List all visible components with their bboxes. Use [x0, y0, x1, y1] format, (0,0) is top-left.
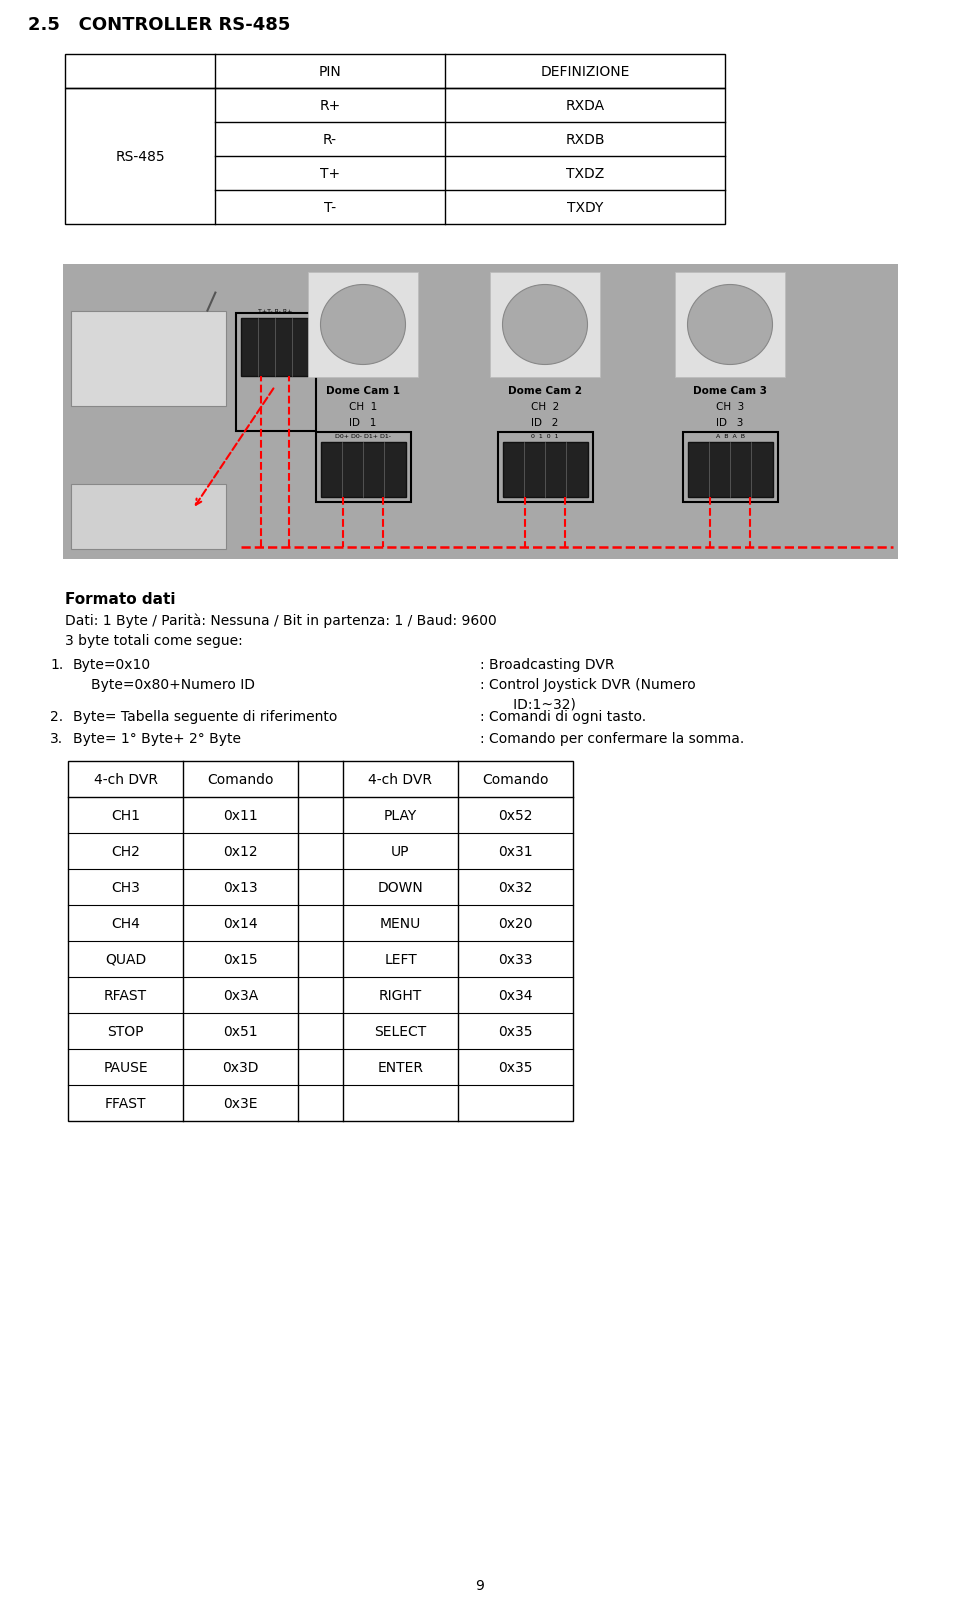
Text: ID   1: ID 1: [349, 418, 376, 427]
Text: Dome Cam 2: Dome Cam 2: [508, 386, 582, 395]
Text: T+: T+: [320, 167, 340, 182]
Ellipse shape: [687, 286, 773, 365]
Text: STOP: STOP: [108, 1024, 144, 1038]
Text: 2.5   CONTROLLER RS-485: 2.5 CONTROLLER RS-485: [28, 16, 290, 34]
Text: ID:1~32): ID:1~32): [500, 697, 576, 712]
Text: 0x35: 0x35: [498, 1024, 533, 1038]
Bar: [241, 318, 309, 378]
Text: 0x32: 0x32: [498, 881, 533, 895]
Text: CH  1: CH 1: [348, 402, 377, 411]
Text: TXDZ: TXDZ: [565, 167, 604, 182]
Text: 0x3D: 0x3D: [223, 1061, 259, 1075]
Text: RXDA: RXDA: [565, 100, 605, 112]
Text: RXDB: RXDB: [565, 133, 605, 146]
Text: DOWN: DOWN: [377, 881, 423, 895]
Text: RIGHT: RIGHT: [379, 988, 422, 1003]
Bar: [321, 442, 405, 498]
Text: R-: R-: [323, 133, 337, 146]
Text: 0x20: 0x20: [498, 916, 533, 930]
Text: MENU: MENU: [380, 916, 421, 930]
Text: PAUSE: PAUSE: [103, 1061, 148, 1075]
Text: R+: R+: [320, 100, 341, 112]
Bar: [236, 313, 316, 432]
Text: 3 byte totali come segue:: 3 byte totali come segue:: [65, 633, 243, 648]
Bar: [490, 273, 600, 378]
Text: 4-ch DVR: 4-ch DVR: [93, 773, 157, 786]
Bar: [675, 273, 785, 378]
Text: Dome Cam 3: Dome Cam 3: [693, 386, 767, 395]
Text: 0x3E: 0x3E: [224, 1096, 257, 1110]
Text: FFAST: FFAST: [105, 1096, 146, 1110]
Text: Byte=0x10: Byte=0x10: [73, 657, 151, 672]
Text: Comando: Comando: [482, 773, 549, 786]
Text: : Broadcasting DVR: : Broadcasting DVR: [480, 657, 614, 672]
Text: 0x35: 0x35: [498, 1061, 533, 1075]
Text: Dati: 1 Byte / Parità: Nessuna / Bit in partenza: 1 / Baud: 9600: Dati: 1 Byte / Parità: Nessuna / Bit in …: [65, 614, 496, 628]
Text: T+T- R- R+: T+T- R- R+: [258, 309, 292, 313]
Bar: [65, 88, 725, 225]
Text: 0x51: 0x51: [223, 1024, 258, 1038]
Text: 0x13: 0x13: [223, 881, 258, 895]
Text: T-: T-: [324, 201, 336, 215]
Bar: [63, 265, 898, 559]
Text: PIN: PIN: [319, 64, 342, 79]
Bar: [316, 432, 411, 503]
Text: 9: 9: [475, 1578, 485, 1593]
Bar: [683, 432, 778, 503]
Text: SELECT: SELECT: [374, 1024, 426, 1038]
Text: CH3: CH3: [111, 881, 140, 895]
Text: 0x3A: 0x3A: [223, 988, 258, 1003]
Text: D0+ D0- D1+ D1-: D0+ D0- D1+ D1-: [335, 434, 391, 439]
Text: LEFT: LEFT: [384, 953, 417, 966]
Text: 0x12: 0x12: [223, 844, 258, 858]
Bar: [71, 485, 226, 550]
Text: RS-485: RS-485: [115, 149, 165, 164]
Text: CH1: CH1: [111, 808, 140, 823]
Text: ID   2: ID 2: [531, 418, 559, 427]
Bar: [71, 312, 226, 407]
Ellipse shape: [502, 286, 588, 365]
Bar: [68, 762, 573, 1122]
Bar: [502, 442, 588, 498]
Text: Byte=0x80+Numero ID: Byte=0x80+Numero ID: [91, 678, 255, 691]
Text: ENTER: ENTER: [377, 1061, 423, 1075]
Text: 3.: 3.: [50, 731, 63, 746]
Text: CH  3: CH 3: [716, 402, 744, 411]
Bar: [497, 432, 592, 503]
Text: Formato dati: Formato dati: [65, 591, 176, 606]
Text: Dome Cam 1: Dome Cam 1: [326, 386, 400, 395]
Text: : Comandi di ogni tasto.: : Comandi di ogni tasto.: [480, 710, 646, 723]
Text: 0  1  0  1: 0 1 0 1: [531, 434, 559, 439]
Text: 0x14: 0x14: [223, 916, 258, 930]
Text: 0x11: 0x11: [223, 808, 258, 823]
Text: DEFINIZIONE: DEFINIZIONE: [540, 64, 630, 79]
Text: RFAST: RFAST: [104, 988, 147, 1003]
Text: Comando: Comando: [207, 773, 274, 786]
Bar: [65, 55, 725, 88]
Text: Byte= Tabella seguente di riferimento: Byte= Tabella seguente di riferimento: [73, 710, 337, 723]
Text: QUAD: QUAD: [105, 953, 146, 966]
Text: 0x52: 0x52: [498, 808, 533, 823]
Text: 0x34: 0x34: [498, 988, 533, 1003]
Text: : Comando per confermare la somma.: : Comando per confermare la somma.: [480, 731, 744, 746]
Text: 2.: 2.: [50, 710, 63, 723]
Text: CH  2: CH 2: [531, 402, 559, 411]
Text: CH4: CH4: [111, 916, 140, 930]
Text: ID   3: ID 3: [716, 418, 744, 427]
Text: TXDY: TXDY: [566, 201, 603, 215]
Text: CH2: CH2: [111, 844, 140, 858]
Text: 1.: 1.: [50, 657, 63, 672]
Text: 0x15: 0x15: [223, 953, 258, 966]
Text: 0x31: 0x31: [498, 844, 533, 858]
Bar: [308, 273, 418, 378]
Text: : Control Joystick DVR (Numero: : Control Joystick DVR (Numero: [480, 678, 696, 691]
Text: UP: UP: [392, 844, 410, 858]
Text: A  B  A  B: A B A B: [715, 434, 745, 439]
Text: 4-ch DVR: 4-ch DVR: [369, 773, 433, 786]
Text: 0x33: 0x33: [498, 953, 533, 966]
Text: PLAY: PLAY: [384, 808, 418, 823]
Text: Byte= 1° Byte+ 2° Byte: Byte= 1° Byte+ 2° Byte: [73, 731, 241, 746]
Bar: [687, 442, 773, 498]
Ellipse shape: [321, 286, 405, 365]
